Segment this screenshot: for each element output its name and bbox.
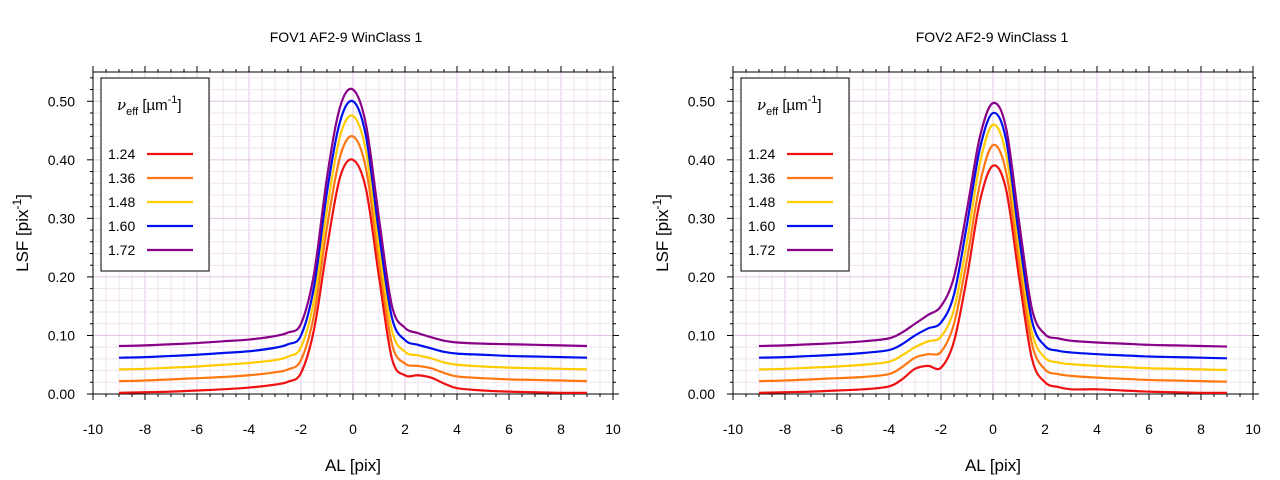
chart-title: FOV2 AF2-9 WinClass 1 [916, 29, 1069, 45]
y-tick-label: 0.30 [48, 210, 75, 226]
x-tick-label: 6 [505, 421, 513, 437]
x-tick-label: -8 [139, 421, 152, 437]
chart-panel-2: -10 -8 -6 -4 -2 0 2 4 6 8 10 0.00 0.10 0.20 0.30 0.40 0.… [650, 29, 1261, 475]
x-tick-label: 8 [1197, 421, 1205, 437]
chart-panel-1: -10 -8 -6 -4 -2 0 2 4 6 8 10 0.00 0.10 0.20 0.30 0.40 0.… [10, 29, 621, 475]
x-tick-label: -2 [935, 421, 948, 437]
y-axis-label: LSF [pix-1] [650, 194, 672, 272]
legend-title: νeff [µm-1] [757, 94, 822, 118]
x-tick-label: 4 [1093, 421, 1101, 437]
y-tick-label: 0.50 [48, 93, 75, 109]
x-tick-label: -6 [831, 421, 844, 437]
y-tick-label: 0.30 [688, 210, 715, 226]
y-tick-label: 0.10 [688, 327, 715, 343]
x-axis-label: AL [pix] [325, 456, 381, 475]
legend-title-unit: [µm [138, 97, 167, 114]
legend-label: 1.36 [108, 170, 135, 186]
legend-label: 1.60 [108, 218, 135, 234]
series-line-1.72 [758, 101, 1228, 348]
x-tick-label: 0 [349, 421, 357, 437]
series-line-1.48 [118, 114, 588, 371]
y-tick-label: 0.50 [688, 93, 715, 109]
y-axis-label-sup: -1 [650, 199, 664, 210]
x-tick-label: 10 [1245, 421, 1261, 437]
legend-title-sub: eff [126, 106, 139, 118]
legend-label: 1.24 [108, 146, 135, 162]
legend-title: νeff [µm-1] [117, 94, 182, 118]
legend-title-main: ν [117, 96, 126, 114]
y-axis-label-end: ] [653, 194, 672, 199]
legend-box [100, 77, 210, 272]
y-axis-label-end: ] [13, 194, 32, 199]
legend-label: 1.48 [108, 194, 135, 210]
legend-label: 1.72 [108, 242, 135, 258]
y-tick-label: 0.20 [688, 269, 715, 285]
x-tick-label: -10 [723, 421, 743, 437]
legend-title-unit: [µm [778, 97, 807, 114]
series-line-1.24 [758, 164, 1228, 394]
x-axis-label: AL [pix] [965, 456, 1021, 475]
series-line-1.48 [758, 123, 1228, 372]
y-axis-label-main: LSF [pix [653, 209, 672, 272]
x-tick-label: 10 [605, 421, 621, 437]
x-tick-label: 8 [557, 421, 565, 437]
series-line-1.60 [118, 99, 588, 359]
x-tick-label: -2 [295, 421, 308, 437]
x-tick-label: -10 [83, 421, 103, 437]
y-tick-label: 0.00 [688, 386, 715, 402]
x-tick-label: 6 [1145, 421, 1153, 437]
legend: νeff [µm-1] 1.24 1.36 1.48 1.60 1.72 [100, 77, 210, 272]
y-axis-label-main: LSF [pix [13, 209, 32, 272]
x-tick-label: 2 [401, 421, 409, 437]
x-tick-label: 0 [989, 421, 997, 437]
legend: νeff [µm-1] 1.24 1.36 1.48 1.60 1.72 [740, 77, 850, 272]
legend-title-sup: -1 [168, 94, 178, 106]
legend-title-end: ] [817, 97, 821, 114]
y-tick-label: 0.40 [48, 152, 75, 168]
legend-label: 1.60 [748, 218, 775, 234]
grid [732, 72, 1254, 395]
y-tick-label: 0.40 [688, 152, 715, 168]
legend-title-sup: -1 [808, 94, 818, 106]
x-tick-label: -6 [191, 421, 204, 437]
series-line-1.60 [758, 111, 1228, 360]
x-tick-label: -4 [883, 421, 896, 437]
legend-label: 1.72 [748, 242, 775, 258]
y-tick-label: 0.10 [48, 327, 75, 343]
legend-title-end: ] [177, 97, 181, 114]
y-axis-label: LSF [pix-1] [10, 194, 32, 272]
chart-title: FOV1 AF2-9 WinClass 1 [270, 29, 423, 45]
series-line-1.36 [118, 135, 588, 383]
series-line-1.72 [118, 87, 588, 348]
legend-label: 1.24 [748, 146, 775, 162]
y-axis-label-sup: -1 [10, 199, 24, 210]
legend-title-sub: eff [766, 106, 779, 118]
series-line-1.36 [758, 143, 1228, 383]
series-line-1.24 [118, 158, 588, 394]
x-tick-label: 2 [1041, 421, 1049, 437]
x-tick-label: 4 [453, 421, 461, 437]
legend-box [740, 77, 850, 272]
y-tick-label: 0.00 [48, 386, 75, 402]
y-tick-label: 0.20 [48, 269, 75, 285]
x-tick-label: -8 [779, 421, 792, 437]
legend-label: 1.36 [748, 170, 775, 186]
legend-title-main: ν [757, 96, 766, 114]
legend-label: 1.48 [748, 194, 775, 210]
x-tick-label: -4 [243, 421, 256, 437]
